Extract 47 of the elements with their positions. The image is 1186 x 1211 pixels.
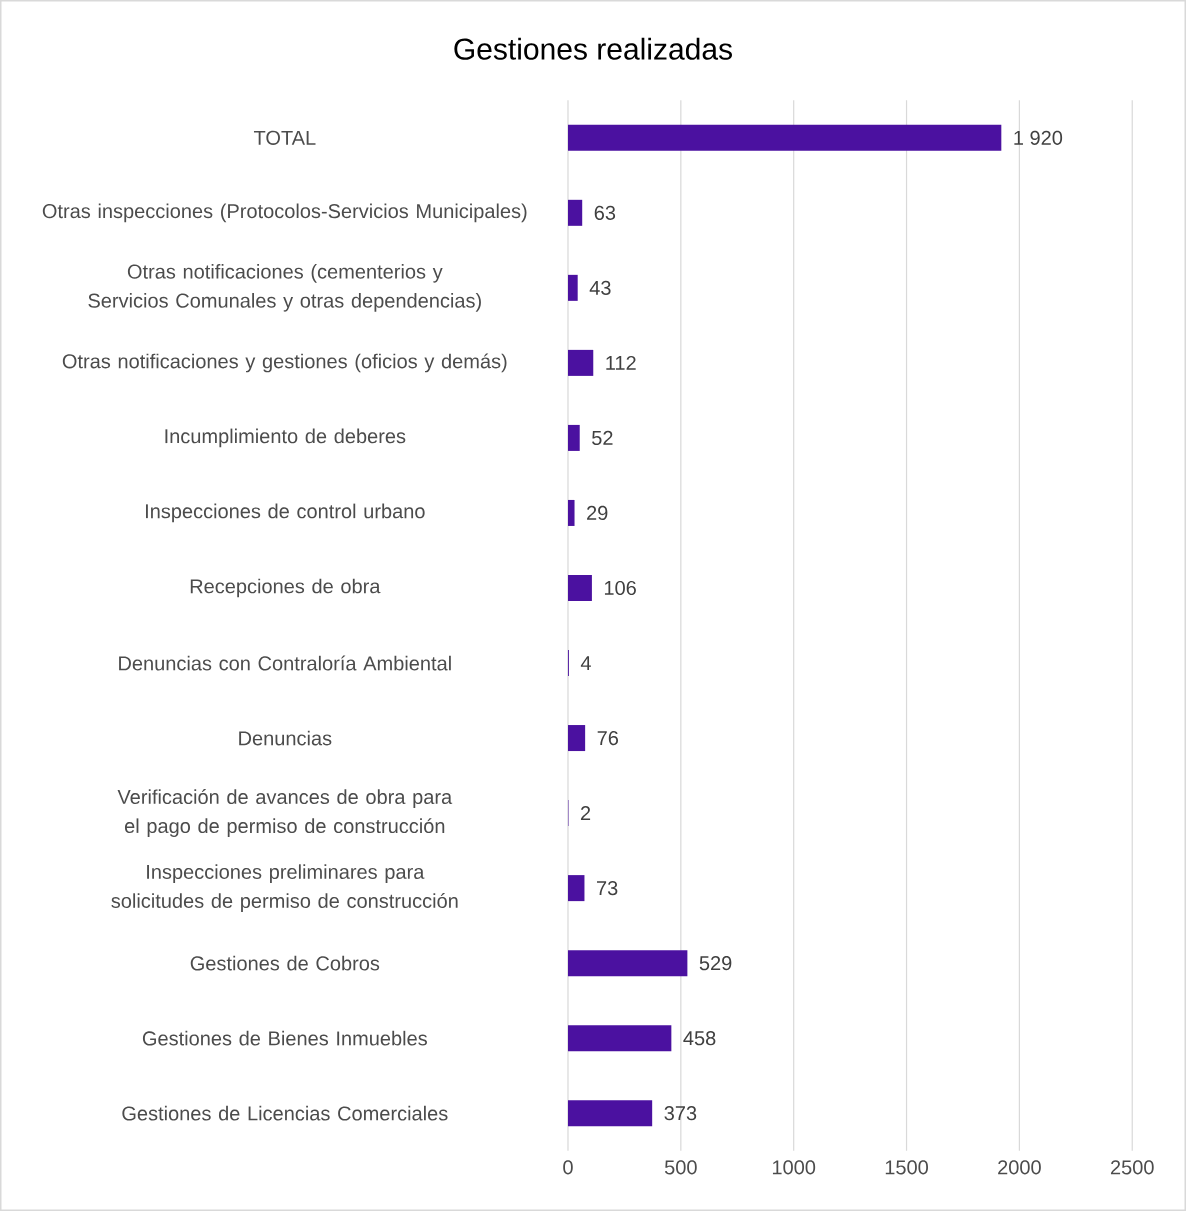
y-tick-label: TOTAL [253,130,316,145]
x-tick-label: 2000 [998,1160,1041,1175]
y-tick-label: Inspecciones preliminares para solicitudes de permiso de construcción [111,864,458,912]
y-tick-label: Denuncias [239,730,332,746]
bar [567,199,583,226]
y-tick-label: Otras inspecciones (Protocolos-Servicios Municipales) [42,203,527,223]
bar [567,499,575,526]
bar [567,875,585,902]
y-tick-label: Otras notificaciones (cementerios y Servicios Comunales y otras dependencias) [88,264,481,312]
y-tick-label: Verificación de avances de obra para el pago de permiso de construcción [117,789,453,838]
bar [567,274,578,301]
y-tick-label: Recepciones de obra [190,578,381,598]
bar [567,1100,653,1127]
y-tick-label: Gestiones de Licencias Comerciales [122,1105,448,1121]
y-tick-label: Incumplimiento de deberes [165,428,406,448]
data-label: 29 [587,505,608,521]
y-tick-label: Gestiones de Bienes Inmuebles [142,1030,427,1046]
bar [567,950,688,977]
data-label: 73 [597,881,618,896]
data-label: 458 [683,1031,716,1046]
x-tick-label: 0 [563,1160,573,1175]
x-tick-label: 500 [664,1160,697,1175]
data-label: 43 [589,280,611,295]
x-tick-label: 1500 [885,1160,928,1175]
y-tick-label: Gestiones de Cobros [190,955,380,971]
data-label: 1 920 [1014,130,1063,145]
data-label: 112 [606,355,636,370]
data-label: 4 [580,656,591,670]
y-tick-label: Inspecciones de control urbano [145,503,425,523]
bar [567,574,592,601]
data-label: 529 [699,956,732,971]
bar [567,725,586,752]
data-label: 52 [592,430,613,446]
y-tick-label: Otras notificaciones y gestiones (oficios y demás) [62,353,507,373]
chart-title: Gestiones realizadas [454,37,732,60]
x-tick-label: 2500 [1110,1160,1154,1175]
y-tick-label: Denuncias con Contraloría Ambiental [119,655,451,671]
bar [567,349,594,376]
bar [567,1025,672,1052]
bar [567,424,580,451]
x-tick-label: 1000 [772,1160,816,1175]
data-label: 2 [580,806,591,821]
data-label: 373 [664,1106,697,1121]
bar [567,124,1002,151]
data-label: 63 [594,205,616,220]
data-label: 76 [597,730,619,746]
data-label: 106 [604,580,636,596]
